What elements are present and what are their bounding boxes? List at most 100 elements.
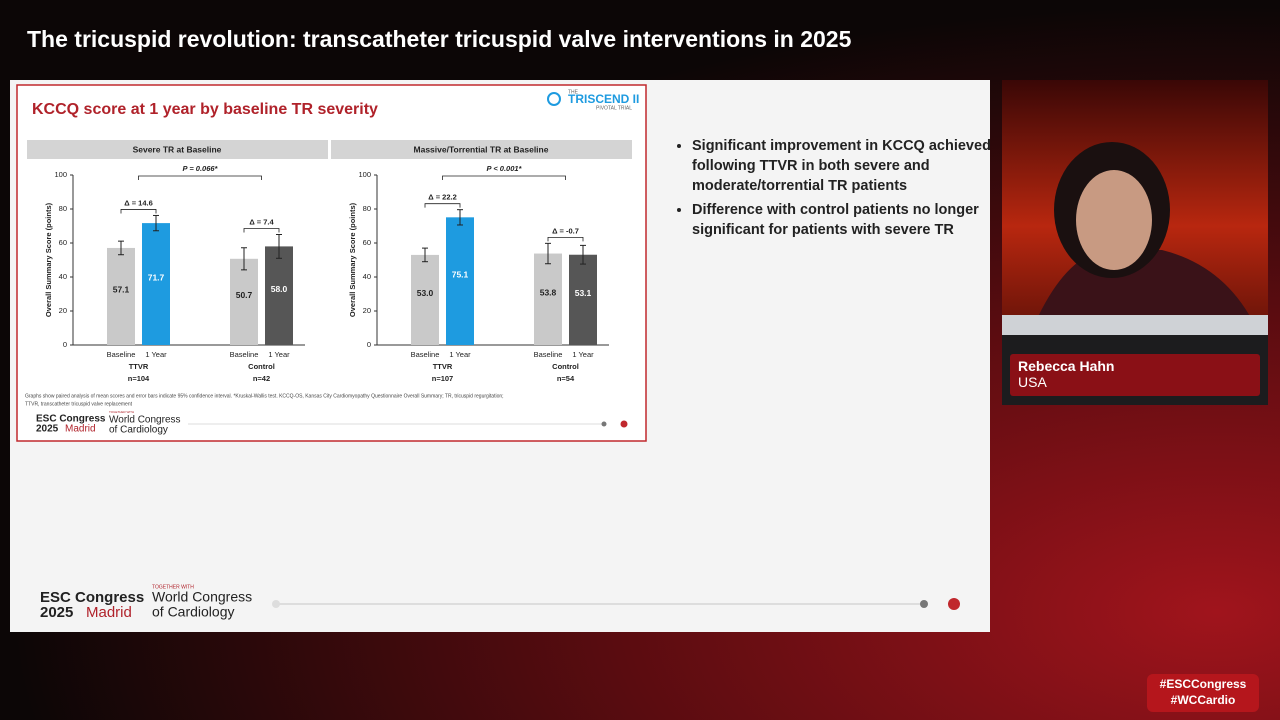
p-bracket <box>442 175 566 180</box>
small-footer: ESC Congress 2025 Madrid TOGETHER WITH W… <box>36 410 628 436</box>
bar <box>446 217 474 345</box>
y-tick-label: 100 <box>54 170 67 179</box>
delta-bracket <box>547 236 584 242</box>
brand-city: Madrid <box>65 424 96 435</box>
delta-bracket <box>120 209 157 214</box>
bar <box>265 246 293 345</box>
name-plate: Rebecca Hahn USA <box>1010 354 1260 396</box>
brand-city: Madrid <box>86 604 132 621</box>
y-tick-label: 20 <box>59 306 67 315</box>
y-tick-label: 80 <box>59 204 67 213</box>
brand-esc: ESC Congress <box>40 589 144 606</box>
footnote: Graphs show paired analysis of mean scor… <box>25 393 504 399</box>
lectern <box>1002 315 1268 335</box>
dot <box>272 600 280 608</box>
group-label: TTVR <box>129 362 149 371</box>
p-bracket <box>138 175 262 180</box>
bar <box>569 254 597 345</box>
panel-header <box>331 140 632 159</box>
speaker-video <box>1002 80 1268 405</box>
logo-name: TRISCEND II <box>568 92 639 106</box>
face <box>1076 170 1152 270</box>
x-tick-label: Baseline <box>534 350 563 359</box>
brand-wcc: of Cardiology <box>109 425 168 436</box>
x-tick-label: Baseline <box>411 350 440 359</box>
hashtag: #WCCardio <box>1170 693 1236 707</box>
y-tick-label: 40 <box>363 272 371 281</box>
x-tick-label: 1 Year <box>449 350 471 359</box>
logo-sub: PIVOTAL TRIAL <box>596 105 632 111</box>
value-label: 57.1 <box>113 285 130 295</box>
value-label: 53.0 <box>417 288 434 298</box>
group-n: n=104 <box>128 374 150 383</box>
bar <box>534 253 562 345</box>
y-tick-label: 100 <box>358 170 371 179</box>
delta-bracket <box>424 203 461 208</box>
y-tick-label: 20 <box>363 306 371 315</box>
delta-bracket <box>243 228 280 233</box>
value-label: 53.1 <box>575 288 592 298</box>
value-label: 58.0 <box>271 284 288 294</box>
group-n: n=54 <box>557 374 575 383</box>
bullet-list: Significant improvement in KCCQ achieved… <box>668 136 1012 244</box>
hashtag: #ESCCongress <box>1159 677 1247 691</box>
brand-wcc: World Congress <box>109 415 181 426</box>
delta-label: Δ = 22.2 <box>428 193 457 202</box>
y-tick-label: 40 <box>59 272 67 281</box>
speaker-country: USA <box>1018 374 1047 390</box>
y-axis-label: Overall Summary Score (points) <box>44 202 53 317</box>
panel-title: Severe TR at Baseline <box>133 144 222 154</box>
slide-title: KCCQ score at 1 year by baseline TR seve… <box>32 101 378 118</box>
value-label: 53.8 <box>540 288 557 298</box>
bar <box>142 223 170 345</box>
x-tick-label: Baseline <box>230 350 259 359</box>
value-label: 71.7 <box>148 272 165 282</box>
delta-label: Δ = 14.6 <box>124 198 153 207</box>
brand-together: TOGETHER WITH <box>109 410 134 414</box>
y-tick-label: 0 <box>367 340 371 349</box>
x-tick-label: 1 Year <box>572 350 594 359</box>
group-label: Control <box>552 362 579 371</box>
x-tick-label: 1 Year <box>268 350 290 359</box>
brand-together: TOGETHER WITH <box>152 584 194 590</box>
brand-year: 2025 <box>40 604 73 621</box>
bar <box>230 258 258 345</box>
logo-icon <box>547 92 561 106</box>
dot <box>620 420 628 428</box>
bar <box>411 254 439 345</box>
dot <box>601 421 607 427</box>
dot <box>920 600 928 608</box>
dot <box>948 598 960 610</box>
delta-label: Δ = -0.7 <box>552 226 579 235</box>
group-label: Control <box>248 362 275 371</box>
bar <box>107 247 135 345</box>
group-label: TTVR <box>433 362 453 371</box>
brand-wcc: World Congress <box>152 589 252 605</box>
slide-graphics: KCCQ score at 1 year by baseline TR seve… <box>16 84 960 621</box>
delta-label: Δ = 7.4 <box>249 217 274 226</box>
brand-year: 2025 <box>36 424 59 435</box>
y-axis-label: Overall Summary Score (points) <box>348 202 357 317</box>
group-n: n=42 <box>253 374 270 383</box>
y-tick-label: 60 <box>363 238 371 247</box>
y-tick-label: 0 <box>63 340 67 349</box>
brand-wcc: of Cardiology <box>152 604 235 620</box>
p-label: P = 0.066* <box>183 164 219 173</box>
brand-esc: ESC Congress <box>36 414 106 425</box>
speaker-name: Rebecca Hahn <box>1018 358 1115 374</box>
bullet: Significant improvement in KCCQ achieved… <box>692 136 1012 196</box>
value-label: 50.7 <box>236 290 253 300</box>
footnote: TTVR, transcatheter tricuspid valve repl… <box>25 401 133 407</box>
hashtags: #ESCCongress #WCCardio <box>1147 674 1259 712</box>
logo-small: THE <box>568 89 579 95</box>
x-tick-label: 1 Year <box>145 350 167 359</box>
y-tick-label: 60 <box>59 238 67 247</box>
bullet: Difference with control patients no long… <box>692 200 1012 240</box>
y-tick-label: 80 <box>363 204 371 213</box>
p-label: P < 0.001* <box>487 164 523 173</box>
x-tick-label: Baseline <box>107 350 136 359</box>
value-label: 75.1 <box>452 269 469 279</box>
group-n: n=107 <box>432 374 453 383</box>
footer: ESC Congress 2025 Madrid TOGETHER WITH W… <box>40 584 960 621</box>
